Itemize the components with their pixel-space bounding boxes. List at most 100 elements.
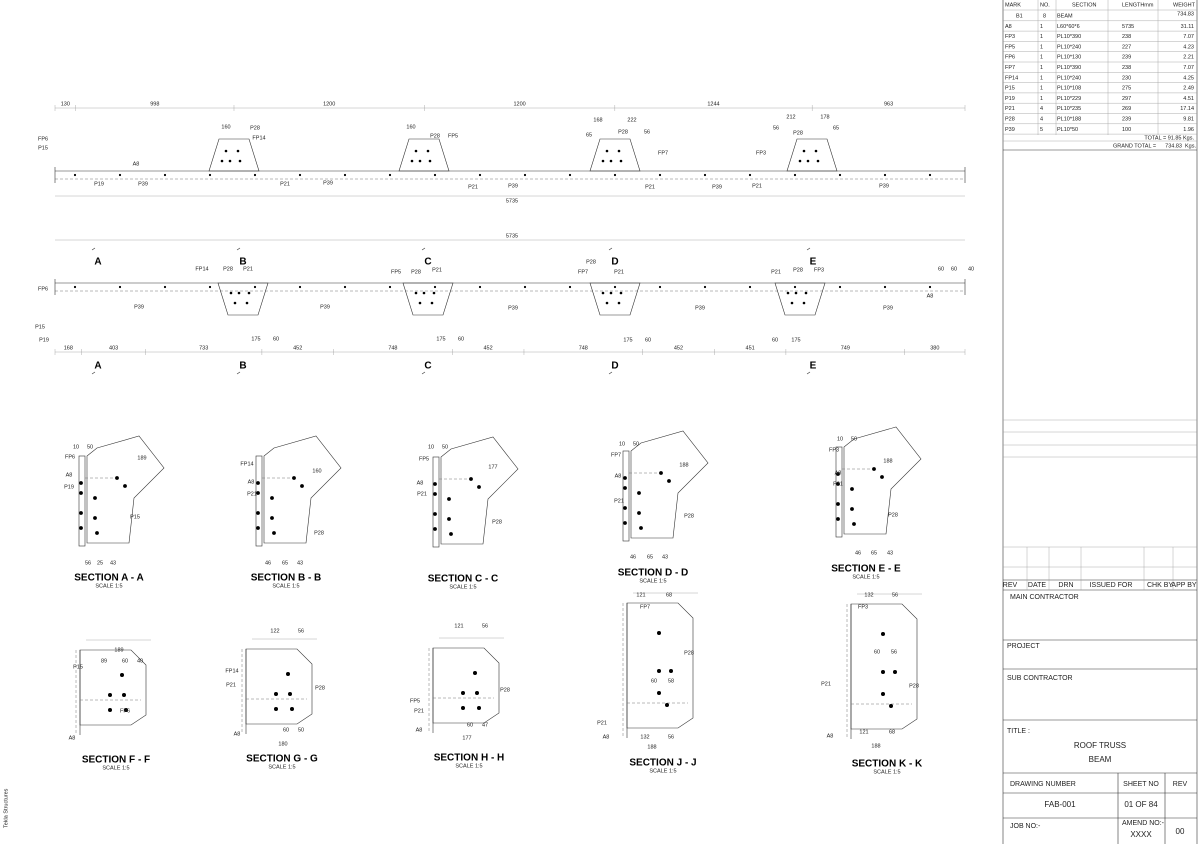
gusset-plate bbox=[402, 282, 454, 316]
section-view: 132 56 FP3 60 56 P28 P21 A8 121 68 188 SECTION K - … bbox=[821, 592, 923, 775]
table-cell: A8 bbox=[1005, 24, 1012, 30]
part-label: P28 bbox=[500, 687, 510, 693]
bolt bbox=[850, 507, 854, 511]
bolt bbox=[208, 173, 212, 177]
gusset-plate bbox=[843, 426, 922, 535]
dimension: 452 bbox=[293, 345, 302, 351]
table-cell: 4 bbox=[1040, 106, 1043, 112]
bolt bbox=[256, 481, 260, 485]
section-marker: D bbox=[611, 257, 618, 268]
bolt bbox=[568, 285, 572, 289]
bolt bbox=[637, 491, 641, 495]
part-label: 122 bbox=[270, 628, 279, 634]
elevation-top: 130 998 1200 1200 1244 963 FP6 P15 A8 P19 P39 P21 P3… bbox=[38, 101, 966, 204]
part-label: 60 bbox=[283, 727, 289, 733]
section-marker: B bbox=[239, 361, 246, 372]
part-label: P28 bbox=[618, 129, 628, 135]
bolt bbox=[568, 173, 572, 177]
table-cell: 2.21 bbox=[1183, 55, 1194, 61]
part-label: 60 bbox=[645, 337, 651, 343]
section-marker: C bbox=[424, 361, 431, 372]
part-label: 10 bbox=[428, 444, 434, 450]
bolt bbox=[433, 173, 437, 177]
bolt bbox=[343, 173, 347, 177]
overall-dimension: 5735 bbox=[506, 233, 518, 239]
bolt bbox=[623, 486, 627, 490]
bolt bbox=[889, 704, 893, 708]
table-cell: 4.25 bbox=[1183, 75, 1194, 81]
drawing-number-label: DRAWING NUMBER bbox=[1010, 781, 1076, 788]
bolt bbox=[657, 669, 661, 673]
bolt bbox=[881, 670, 885, 674]
part-label: A8 bbox=[603, 734, 610, 740]
bolt bbox=[95, 531, 99, 535]
part-label: FP5 bbox=[391, 269, 401, 275]
part-label: 177 bbox=[462, 735, 471, 741]
part-label: 177 bbox=[488, 464, 497, 470]
bolt bbox=[270, 496, 274, 500]
gusset-plate bbox=[774, 282, 826, 316]
plate bbox=[850, 603, 918, 730]
table-cell: B1 bbox=[1016, 13, 1023, 19]
part-label: FP3 bbox=[814, 267, 824, 273]
part-label: 60 bbox=[938, 266, 944, 272]
part-label: P15 bbox=[73, 664, 83, 670]
bolt bbox=[245, 301, 249, 305]
bolt bbox=[893, 670, 897, 674]
section-title: SECTION C - C bbox=[428, 574, 499, 585]
part-label: 56 bbox=[298, 628, 304, 634]
bolt bbox=[447, 517, 451, 521]
part-label: 188 bbox=[883, 458, 892, 464]
bolt bbox=[433, 527, 437, 531]
bolt bbox=[79, 491, 83, 495]
bolt bbox=[639, 526, 643, 530]
bolt bbox=[605, 149, 609, 153]
bolt bbox=[802, 301, 806, 305]
bolt bbox=[233, 301, 237, 305]
part-label: A8 bbox=[69, 735, 76, 741]
overall-dimension: 5735 bbox=[506, 198, 518, 204]
table-cell: 297 bbox=[1122, 96, 1131, 102]
main-contractor: MAIN CONTRACTOR bbox=[1010, 594, 1079, 601]
bolt bbox=[238, 159, 242, 163]
bolt bbox=[447, 497, 451, 501]
bolt bbox=[236, 149, 240, 153]
table-cell: 1 bbox=[1040, 96, 1043, 102]
part-label: A8 bbox=[66, 472, 73, 478]
part-label: 132 bbox=[864, 592, 873, 598]
part-label: 180 bbox=[278, 741, 287, 747]
rev-label: REV bbox=[1173, 781, 1188, 788]
part-label: P21 bbox=[752, 183, 762, 189]
section-scale: SCALE 1:5 bbox=[639, 578, 666, 584]
line bbox=[236, 247, 241, 251]
section-view: 121 56 FP5 P21 P28 A8 60 47 177 SECTION H - HSCAL… bbox=[410, 623, 510, 769]
part-label: P15 bbox=[130, 514, 140, 520]
part-label: P21 bbox=[771, 269, 781, 275]
part-label: P39 bbox=[138, 181, 148, 187]
table-cell: PL10*188 bbox=[1057, 116, 1081, 122]
table-header: NO. bbox=[1040, 2, 1050, 8]
part-label: 212 bbox=[786, 114, 795, 120]
part-label: P21 bbox=[417, 491, 427, 497]
part-label: 168 bbox=[593, 117, 602, 123]
bolt bbox=[124, 708, 128, 712]
bolt bbox=[163, 285, 167, 289]
bolt bbox=[256, 526, 260, 530]
total: TOTAL = 91.85 Kgs. bbox=[1144, 135, 1194, 141]
bolt bbox=[237, 291, 241, 295]
dimension: 748 bbox=[388, 345, 397, 351]
bolt bbox=[414, 291, 418, 295]
part-label: 46 bbox=[855, 550, 861, 556]
part-label: A8 bbox=[927, 293, 934, 299]
bolt bbox=[79, 526, 83, 530]
bolt bbox=[659, 471, 663, 475]
table-cell: P19 bbox=[1005, 96, 1015, 102]
table-cell: FP6 bbox=[1005, 55, 1015, 61]
table-cell: FP5 bbox=[1005, 44, 1015, 50]
gusset-plate bbox=[589, 138, 641, 172]
part-label: 160 bbox=[406, 124, 415, 130]
part-label: 160 bbox=[221, 124, 230, 130]
bolt bbox=[228, 159, 232, 163]
title-line: ROOF TRUSS bbox=[1074, 741, 1126, 750]
sub-contractor: SUB CONTRACTOR bbox=[1007, 675, 1073, 682]
